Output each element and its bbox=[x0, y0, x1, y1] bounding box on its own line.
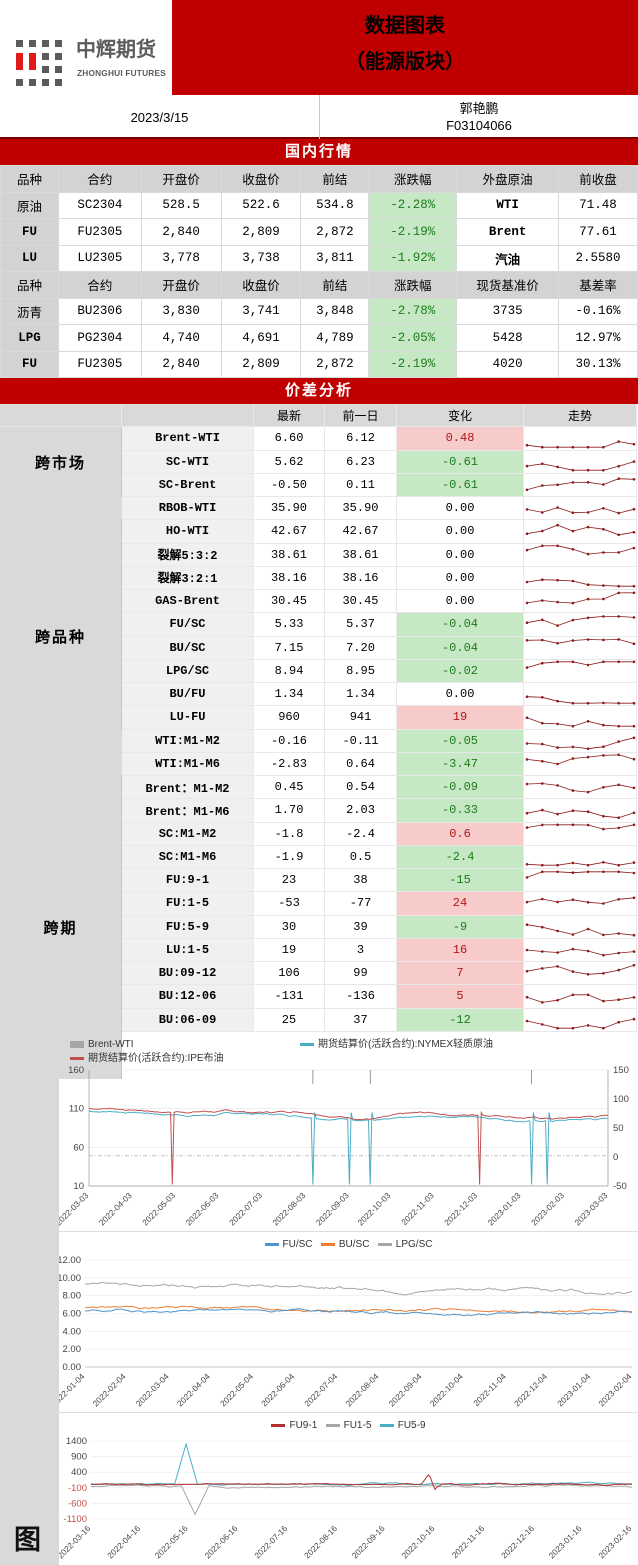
svg-text:2022-05-16: 2022-05-16 bbox=[153, 1523, 190, 1560]
svg-text:160: 160 bbox=[68, 1066, 84, 1076]
svg-text:2022-10-03: 2022-10-03 bbox=[355, 1190, 392, 1227]
svg-text:2022-01-04: 2022-01-04 bbox=[59, 1371, 87, 1408]
svg-text:2022-06-16: 2022-06-16 bbox=[202, 1523, 239, 1560]
svg-text:-1100: -1100 bbox=[63, 1514, 87, 1525]
svg-text:2022-11-04: 2022-11-04 bbox=[471, 1371, 508, 1408]
svg-text:2023-01-03: 2023-01-03 bbox=[486, 1190, 523, 1227]
svg-text:2022-03-04: 2022-03-04 bbox=[134, 1371, 171, 1408]
svg-text:-100: -100 bbox=[68, 1483, 87, 1494]
svg-text:-50: -50 bbox=[613, 1181, 627, 1192]
svg-text:1400: 1400 bbox=[66, 1437, 87, 1447]
svg-text:2022-04-04: 2022-04-04 bbox=[175, 1371, 212, 1408]
svg-text:2023-01-16: 2023-01-16 bbox=[547, 1523, 584, 1560]
svg-text:2023-03-03: 2023-03-03 bbox=[572, 1190, 609, 1227]
svg-text:2022-07-03: 2022-07-03 bbox=[227, 1190, 264, 1227]
svg-text:2022-11-16: 2022-11-16 bbox=[450, 1523, 487, 1560]
svg-text:2022-09-04: 2022-09-04 bbox=[387, 1371, 424, 1408]
svg-text:900: 900 bbox=[71, 1452, 87, 1463]
svg-text:2022-10-04: 2022-10-04 bbox=[428, 1371, 465, 1408]
svg-text:2022-09-16: 2022-09-16 bbox=[350, 1523, 387, 1560]
svg-text:6.00: 6.00 bbox=[63, 1309, 82, 1320]
svg-text:2022-08-03: 2022-08-03 bbox=[270, 1190, 307, 1227]
svg-text:0: 0 bbox=[613, 1152, 618, 1163]
svg-text:2022-11-03: 2022-11-03 bbox=[399, 1190, 436, 1227]
svg-text:2022-03-16: 2022-03-16 bbox=[59, 1523, 93, 1560]
svg-text:2022-12-04: 2022-12-04 bbox=[512, 1371, 549, 1408]
svg-text:60: 60 bbox=[73, 1142, 84, 1153]
svg-text:2022-12-03: 2022-12-03 bbox=[442, 1190, 479, 1227]
svg-text:2023-02-03: 2023-02-03 bbox=[529, 1190, 566, 1227]
svg-text:2022-07-16: 2022-07-16 bbox=[252, 1523, 289, 1560]
svg-text:2023-02-16: 2023-02-16 bbox=[596, 1523, 633, 1560]
svg-text:2022-10-16: 2022-10-16 bbox=[399, 1523, 436, 1560]
svg-text:2.00: 2.00 bbox=[63, 1344, 82, 1355]
svg-text:2022-05-04: 2022-05-04 bbox=[218, 1371, 255, 1408]
svg-text:2022-02-04: 2022-02-04 bbox=[91, 1371, 128, 1408]
svg-text:10.00: 10.00 bbox=[59, 1273, 81, 1284]
svg-text:2022-03-03: 2022-03-03 bbox=[59, 1190, 91, 1227]
svg-text:2022-08-16: 2022-08-16 bbox=[302, 1523, 339, 1560]
svg-text:110: 110 bbox=[69, 1104, 84, 1115]
svg-text:150: 150 bbox=[613, 1066, 629, 1076]
svg-text:2022-06-03: 2022-06-03 bbox=[184, 1190, 221, 1227]
svg-text:2022-12-16: 2022-12-16 bbox=[499, 1523, 536, 1560]
svg-text:2022-04-03: 2022-04-03 bbox=[97, 1190, 134, 1227]
svg-text:2022-07-04: 2022-07-04 bbox=[302, 1371, 339, 1408]
svg-text:2023-01-04: 2023-01-04 bbox=[555, 1371, 592, 1408]
svg-text:12.00: 12.00 bbox=[59, 1256, 81, 1266]
svg-text:100: 100 bbox=[613, 1094, 629, 1105]
svg-text:-600: -600 bbox=[68, 1498, 87, 1509]
svg-text:2022-06-04: 2022-06-04 bbox=[259, 1371, 296, 1408]
svg-text:2022-05-03: 2022-05-03 bbox=[140, 1190, 177, 1227]
svg-text:2022-04-16: 2022-04-16 bbox=[105, 1523, 142, 1560]
svg-text:50: 50 bbox=[613, 1123, 624, 1134]
svg-text:2022-09-03: 2022-09-03 bbox=[314, 1190, 351, 1227]
svg-text:2023-02-04: 2023-02-04 bbox=[596, 1371, 633, 1408]
svg-text:4.00: 4.00 bbox=[63, 1326, 82, 1337]
svg-text:2022-08-04: 2022-08-04 bbox=[343, 1371, 380, 1408]
svg-text:400: 400 bbox=[71, 1467, 87, 1478]
svg-text:8.00: 8.00 bbox=[63, 1291, 82, 1302]
